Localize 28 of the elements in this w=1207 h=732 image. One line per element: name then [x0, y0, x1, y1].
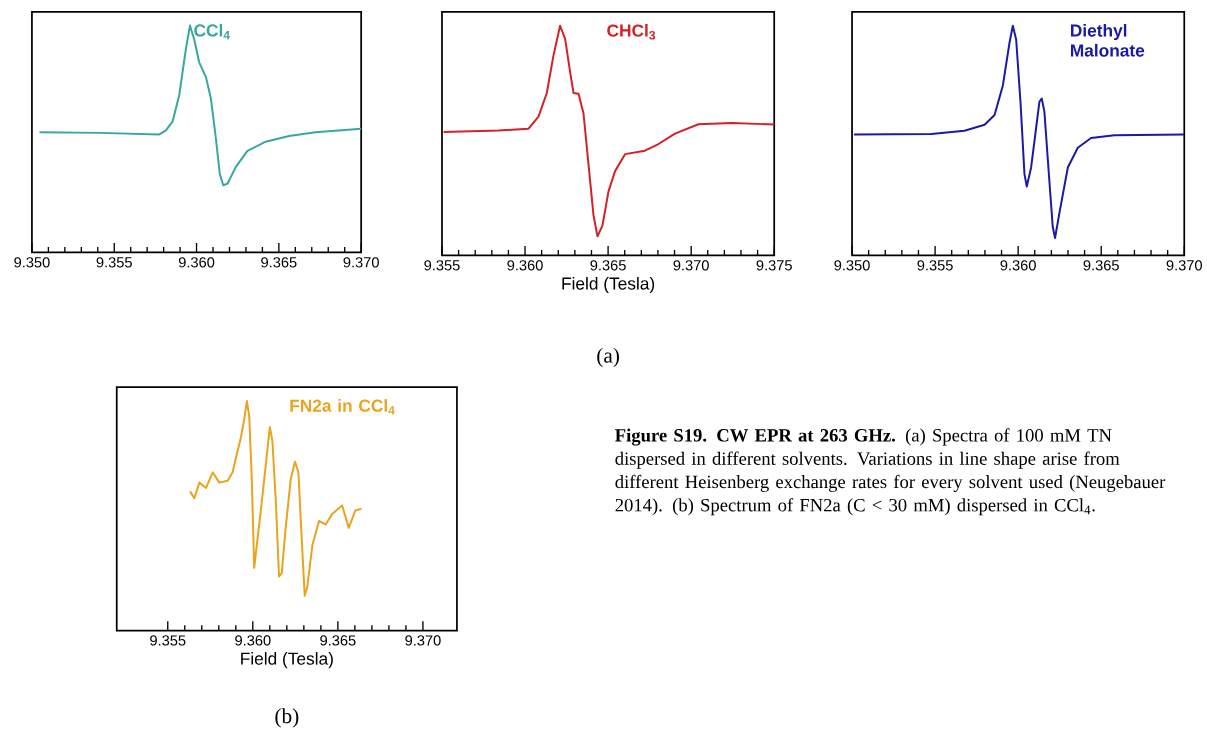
x-tick-label: 9.355: [150, 635, 186, 646]
x-tick-label: 9.370: [1166, 260, 1202, 271]
x-tick-label: 9.365: [1083, 260, 1119, 271]
x-tick-label: 9.370: [673, 260, 709, 271]
x-tick-label: 9.365: [590, 260, 626, 271]
x-tick-label: 9.375: [756, 260, 792, 271]
x-tick-label: 9.355: [917, 260, 953, 271]
x-tick-label: 9.355: [96, 257, 132, 268]
text: Figure S19. CW EPR at 263 GHz. (a) Spectra of 100 mM TN dispersed in different solvents. Variations in line shape arise from different Heisenberg exchange rates for every solvent used (Neugebauer 2014). (b) Spectrum of FN2a (C < 30 mM) dispersed in CCl$_{4}$.: [615, 428, 1166, 516]
x-axis-title: Field (Tesla): [241, 652, 333, 669]
x-tick-label: 9.365: [261, 257, 297, 268]
x-tick-label: 9.360: [507, 260, 543, 271]
x-tick-label: 9.370: [405, 635, 441, 646]
x-tick-label: 9.360: [178, 257, 215, 268]
x-tick-label: 9.370: [343, 257, 379, 268]
series-label: CCl$_{4}$: [194, 23, 230, 40]
x-tick-label: 9.365: [320, 635, 356, 646]
x-tick-label: 9.360: [235, 635, 271, 646]
text: (a): [597, 347, 619, 368]
text: CHCl$_{3}$: [607, 23, 656, 40]
x-tick-label: 9.360: [1000, 260, 1036, 271]
x-tick-label: 9.350: [14, 257, 50, 268]
text: Diethyl Malonate: [1070, 23, 1145, 57]
x-axis-title: Field (Tesla): [562, 276, 655, 294]
x-tick-label: 9.350: [834, 260, 870, 271]
text: (b): [275, 708, 299, 728]
x-tick-label: 9.355: [424, 260, 460, 271]
series-label: FN2a in CCl$_{4}$: [290, 399, 395, 415]
